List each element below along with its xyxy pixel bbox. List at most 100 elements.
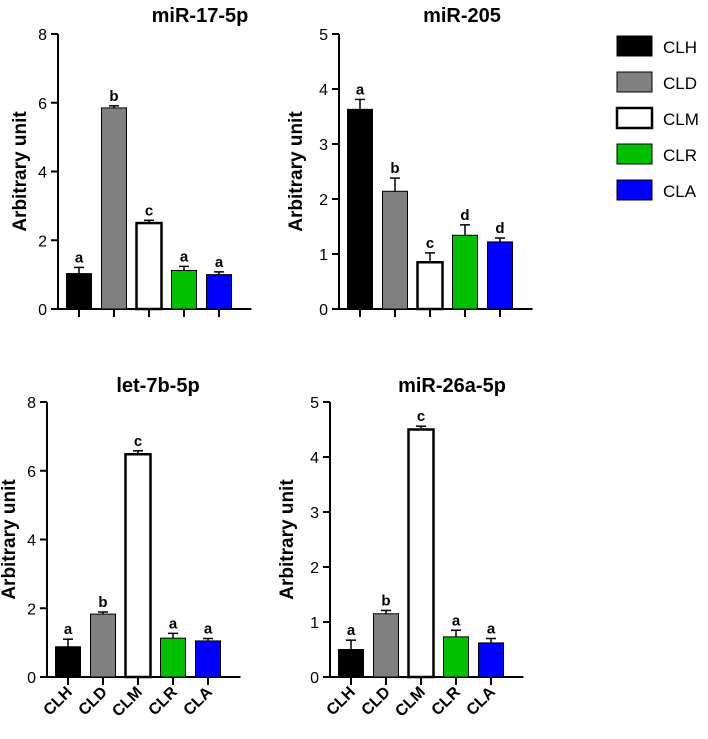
- y-axis-label: Arbitrary unit: [0, 479, 20, 600]
- chart-panel-3: let-7b-5p Arbitrary unit 0 2 4 6 8 a CLH b CLD c CLM…: [0, 375, 241, 720]
- bar-clh: [66, 273, 92, 310]
- legend-label: CLH: [663, 38, 697, 57]
- bar-clr: [452, 234, 478, 310]
- legend-item-clh: CLH: [616, 35, 697, 57]
- y-tick-label: 6: [38, 96, 47, 113]
- bar-clh: [347, 108, 373, 310]
- bar-clm: [124, 453, 152, 679]
- legend-label: CLD: [663, 74, 697, 93]
- y-tick-label: 2: [319, 192, 328, 209]
- bar-cla: [195, 640, 221, 678]
- legend-item-cld: CLD: [616, 71, 697, 93]
- legend-swatch: [616, 143, 653, 165]
- y-axis-label: Arbitrary unit: [277, 479, 298, 600]
- legend-swatch: [616, 71, 653, 93]
- significance-letter: a: [169, 615, 178, 632]
- x-category-label: CLM: [392, 684, 429, 721]
- x-category-label: CLH: [324, 684, 359, 719]
- y-tick-label: 4: [38, 165, 47, 182]
- significance-letter: b: [109, 88, 118, 105]
- significance-letter: b: [98, 594, 107, 611]
- significance-letter: c: [145, 202, 153, 219]
- y-tick-label: 3: [319, 137, 328, 154]
- bar-cla: [478, 642, 504, 678]
- x-category-label: CLA: [181, 683, 217, 719]
- y-tick-label: 2: [27, 601, 36, 618]
- significance-letter: c: [417, 408, 425, 425]
- bar-clh: [55, 646, 81, 678]
- bar-cla: [487, 241, 513, 310]
- y-tick-label: 6: [27, 464, 36, 481]
- x-category-label: CLM: [109, 684, 146, 721]
- bar-clm: [407, 428, 435, 679]
- y-tick-label: 0: [310, 670, 319, 687]
- legend-label: CLA: [663, 182, 697, 201]
- chart-title: miR-205: [423, 5, 501, 27]
- y-axis-label: Arbitrary unit: [10, 111, 31, 232]
- legend: CLH CLD CLM CLR CLA: [615, 35, 699, 201]
- legend-item-cla: CLA: [616, 179, 697, 201]
- significance-letter: a: [215, 254, 224, 271]
- y-tick-label: 0: [38, 302, 47, 319]
- y-tick-label: 4: [310, 450, 319, 467]
- y-tick-label: 3: [310, 505, 319, 522]
- legend-swatch: [615, 106, 654, 130]
- y-tick-label: 5: [310, 395, 319, 412]
- legend-swatch: [616, 35, 653, 57]
- x-category-label: CLD: [76, 684, 111, 719]
- bar-clr: [171, 270, 197, 310]
- significance-letter: c: [134, 433, 142, 450]
- legend-label: CLM: [663, 110, 699, 129]
- significance-letter: d: [495, 220, 504, 237]
- legend-item-clm: CLM: [615, 106, 699, 130]
- significance-letter: d: [460, 207, 469, 224]
- bar-cla: [206, 274, 232, 310]
- chart-panel-1: miR-17-5p Arbitrary unit 0 2 4 6 8 a b c a a: [10, 5, 252, 319]
- bar-cld: [382, 190, 408, 310]
- chart-title: miR-26a-5p: [398, 375, 506, 397]
- bar-cld: [101, 107, 127, 310]
- y-tick-label: 0: [319, 302, 328, 319]
- bar-clm: [135, 221, 163, 311]
- y-tick-label: 2: [310, 560, 319, 577]
- y-tick-label: 2: [38, 233, 47, 250]
- significance-letter: a: [204, 621, 213, 638]
- significance-letter: a: [347, 622, 356, 639]
- y-tick-label: 4: [27, 533, 36, 550]
- y-tick-label: 0: [27, 670, 36, 687]
- chart-panel-4: miR-26a-5p Arbitrary unit 0 1 2 3 4 5 a CLH b CLD c C…: [277, 375, 524, 720]
- x-category-label: CLD: [359, 684, 394, 719]
- y-tick-label: 4: [319, 82, 328, 99]
- significance-letter: a: [487, 621, 496, 638]
- significance-letter: b: [390, 160, 399, 177]
- significance-letter: a: [180, 248, 189, 265]
- bar-clr: [160, 637, 186, 678]
- y-tick-label: 8: [38, 27, 47, 44]
- bar-clh: [338, 649, 364, 678]
- chart-panel-2: miR-205 Arbitrary unit 0 1 2 3 4 5 a b c d d: [286, 5, 533, 319]
- x-category-label: CLR: [429, 683, 465, 719]
- significance-letter: b: [381, 592, 390, 609]
- y-tick-label: 1: [310, 615, 319, 632]
- bar-clr: [443, 636, 469, 678]
- legend-label: CLR: [663, 146, 697, 165]
- x-category-label: CLR: [146, 683, 182, 719]
- significance-letter: a: [356, 81, 365, 98]
- y-tick-label: 1: [319, 247, 328, 264]
- significance-letter: c: [426, 235, 434, 252]
- y-tick-label: 8: [27, 395, 36, 412]
- legend-item-clr: CLR: [616, 143, 697, 165]
- x-category-label: CLH: [41, 684, 76, 719]
- chart-title: let-7b-5p: [116, 375, 199, 397]
- legend-swatch: [616, 179, 653, 201]
- x-category-label: CLA: [464, 683, 500, 719]
- chart-title: miR-17-5p: [152, 5, 249, 27]
- y-tick-label: 5: [319, 27, 328, 44]
- bar-cld: [373, 613, 399, 678]
- y-axis-label: Arbitrary unit: [286, 111, 307, 232]
- significance-letter: a: [452, 612, 461, 629]
- bar-clm: [416, 261, 444, 311]
- bar-cld: [90, 613, 116, 678]
